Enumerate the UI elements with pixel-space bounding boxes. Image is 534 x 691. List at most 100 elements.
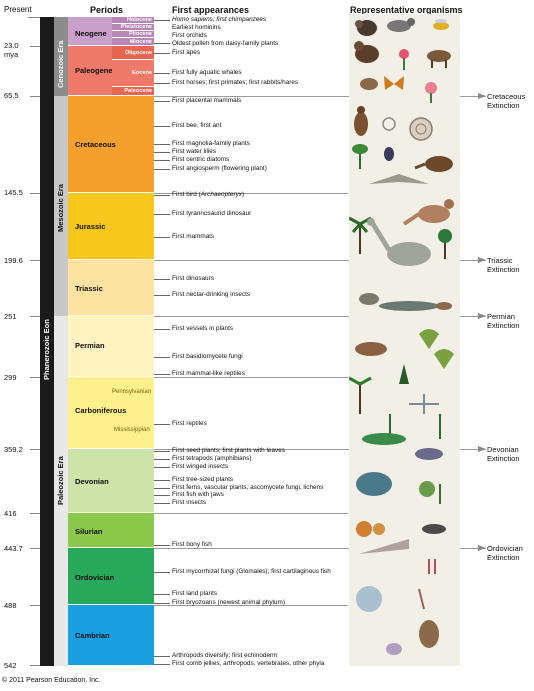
event-connector	[154, 603, 170, 604]
event-first-dinosaurs: First dinosaurs	[172, 275, 214, 282]
cenozoic-era-label: Cenozoic Era	[56, 40, 65, 88]
event-placental-mammals: First placental mammals	[172, 97, 242, 104]
bee-illustration	[433, 19, 449, 30]
sea-scorpion-illustration	[422, 524, 446, 534]
anteater-illustration	[414, 156, 453, 172]
tick-65-5	[30, 96, 40, 97]
age-23: 23.0	[4, 41, 19, 50]
tick-145-5	[30, 193, 40, 194]
boundary-devonian-extinction	[154, 449, 486, 450]
event-bony-fish: First bony fish	[172, 541, 212, 548]
event-connector	[154, 503, 170, 504]
sea-urchin-illustration	[356, 586, 382, 612]
period-permian-label: Permian	[75, 341, 105, 350]
event-mammal-like-reptiles: First mammal-like reptiles	[172, 370, 245, 377]
periods-header: Periods	[90, 5, 124, 15]
tick-443-7	[30, 548, 40, 549]
period-permian	[68, 316, 154, 377]
age-416: 416	[4, 509, 17, 518]
flower-2-illustration	[425, 82, 437, 103]
period-jurassic	[68, 193, 154, 260]
event-comb-jellies: First comb jellies, arthropods, vertebra…	[172, 660, 325, 667]
event-nectar-insects: First nectar-drinking insects	[172, 291, 251, 298]
event-connector	[154, 83, 170, 84]
period-cambrian	[68, 605, 154, 666]
event-connector	[154, 424, 170, 425]
pterosaur-illustration	[369, 174, 429, 184]
ginkgo-illustration	[419, 329, 454, 369]
event-winged-insects: First winged insects	[172, 463, 229, 470]
age-443-7: 443.7	[4, 544, 23, 553]
lichen-illustration	[419, 481, 435, 497]
event-ferns-lichens: First ferns, vascular plants, ascomycete…	[172, 484, 324, 491]
period-cambrian-label: Cambrian	[75, 631, 110, 640]
event-connector	[154, 459, 170, 460]
butterfly-illustration	[384, 76, 404, 90]
event-aquatic-whales: First fully aquatic whales	[172, 69, 242, 76]
beetle-illustration	[384, 147, 394, 161]
event-connector	[154, 664, 170, 665]
epoch-paleocene: Paleocene	[112, 87, 154, 96]
early-plant-illustration	[439, 484, 441, 504]
event-connector	[154, 53, 170, 54]
tick-359-2	[30, 449, 40, 450]
event-connector	[154, 594, 170, 595]
event-tree-sized-plants: First tree-sized plants	[172, 476, 234, 483]
event-connector	[154, 480, 170, 481]
cat-illustration	[387, 18, 415, 32]
event-connector	[154, 214, 170, 215]
event-connector	[154, 545, 170, 546]
event-first-insects: First insects	[172, 499, 207, 506]
age-488: 488	[4, 601, 17, 610]
period-devonian-label: Devonian	[75, 477, 109, 486]
event-connector	[154, 195, 170, 196]
event-connector	[154, 279, 170, 280]
paleozoic-era-label: Paleozoic Era	[56, 456, 65, 505]
event-connector	[154, 126, 170, 127]
comb-jelly-illustration	[386, 643, 402, 655]
mammaliform-illustration	[436, 302, 452, 310]
event-angiosperm: First angiosperm (flowering plant)	[172, 165, 267, 172]
mesozoic-era-label: Mesozoic Era	[56, 184, 65, 232]
event-land-plants: First land plants	[172, 590, 218, 597]
boundary-416	[154, 513, 348, 514]
eon-label: Phanerozoic Eon	[42, 319, 51, 380]
age-145-5: 145.5	[4, 188, 23, 197]
event-basidiomycete: First basidiomycete fungi	[172, 353, 243, 360]
period-silurian-label: Silurian	[75, 527, 103, 536]
event-connector	[154, 295, 170, 296]
representative-organisms-header: Representative organisms	[350, 5, 463, 15]
fern-illustration	[389, 414, 441, 439]
paleozoic-era-bar	[54, 316, 68, 666]
event-first-orchids: First orchids	[172, 32, 207, 39]
event-connector	[154, 451, 170, 452]
event-mycorrhizal-fungi: First mycorrhizal fungi (Glomales); firs…	[172, 568, 331, 575]
event-connector	[154, 495, 170, 496]
apes-illustration	[354, 41, 379, 63]
epoch-pleistocene: Pleistocene	[112, 24, 154, 31]
subperiod-mississippian: Mississippian	[114, 427, 150, 433]
boundary-145-5	[154, 193, 348, 194]
tree-illustration	[438, 229, 452, 259]
event-earliest-hominins: Earliest hominins	[172, 24, 221, 31]
age-542: 542	[4, 661, 17, 670]
subperiod-pennsylvanian: Pennsylvanian	[112, 389, 152, 395]
age-199-6: 199.6	[4, 256, 23, 265]
event-homo-sapiens: Homo sapiens; first chimpanzees	[172, 16, 267, 23]
event-fish-jaws: First fish with jaws	[172, 491, 224, 498]
tick-299	[30, 377, 40, 378]
palm-illustration	[348, 216, 372, 254]
epoch-eocene: Eocene	[112, 60, 154, 87]
jawed-fish-illustration	[356, 472, 392, 496]
period-triassic-label: Triassic	[75, 284, 103, 293]
flowering-plant-illustration	[352, 144, 368, 169]
event-tetrapods: First tetrapods (amphibians)	[172, 455, 252, 462]
event-connector	[154, 169, 170, 170]
age-65-5: 65.5	[4, 91, 19, 100]
boundary-cretaceous-extinction	[154, 96, 486, 97]
event-centric-diatoms: First centric diatoms	[172, 156, 230, 163]
event-connector	[154, 144, 170, 145]
age-251: 251	[4, 312, 17, 321]
mammal-illustration	[354, 106, 368, 136]
chimpanzee-illustration	[355, 20, 377, 36]
